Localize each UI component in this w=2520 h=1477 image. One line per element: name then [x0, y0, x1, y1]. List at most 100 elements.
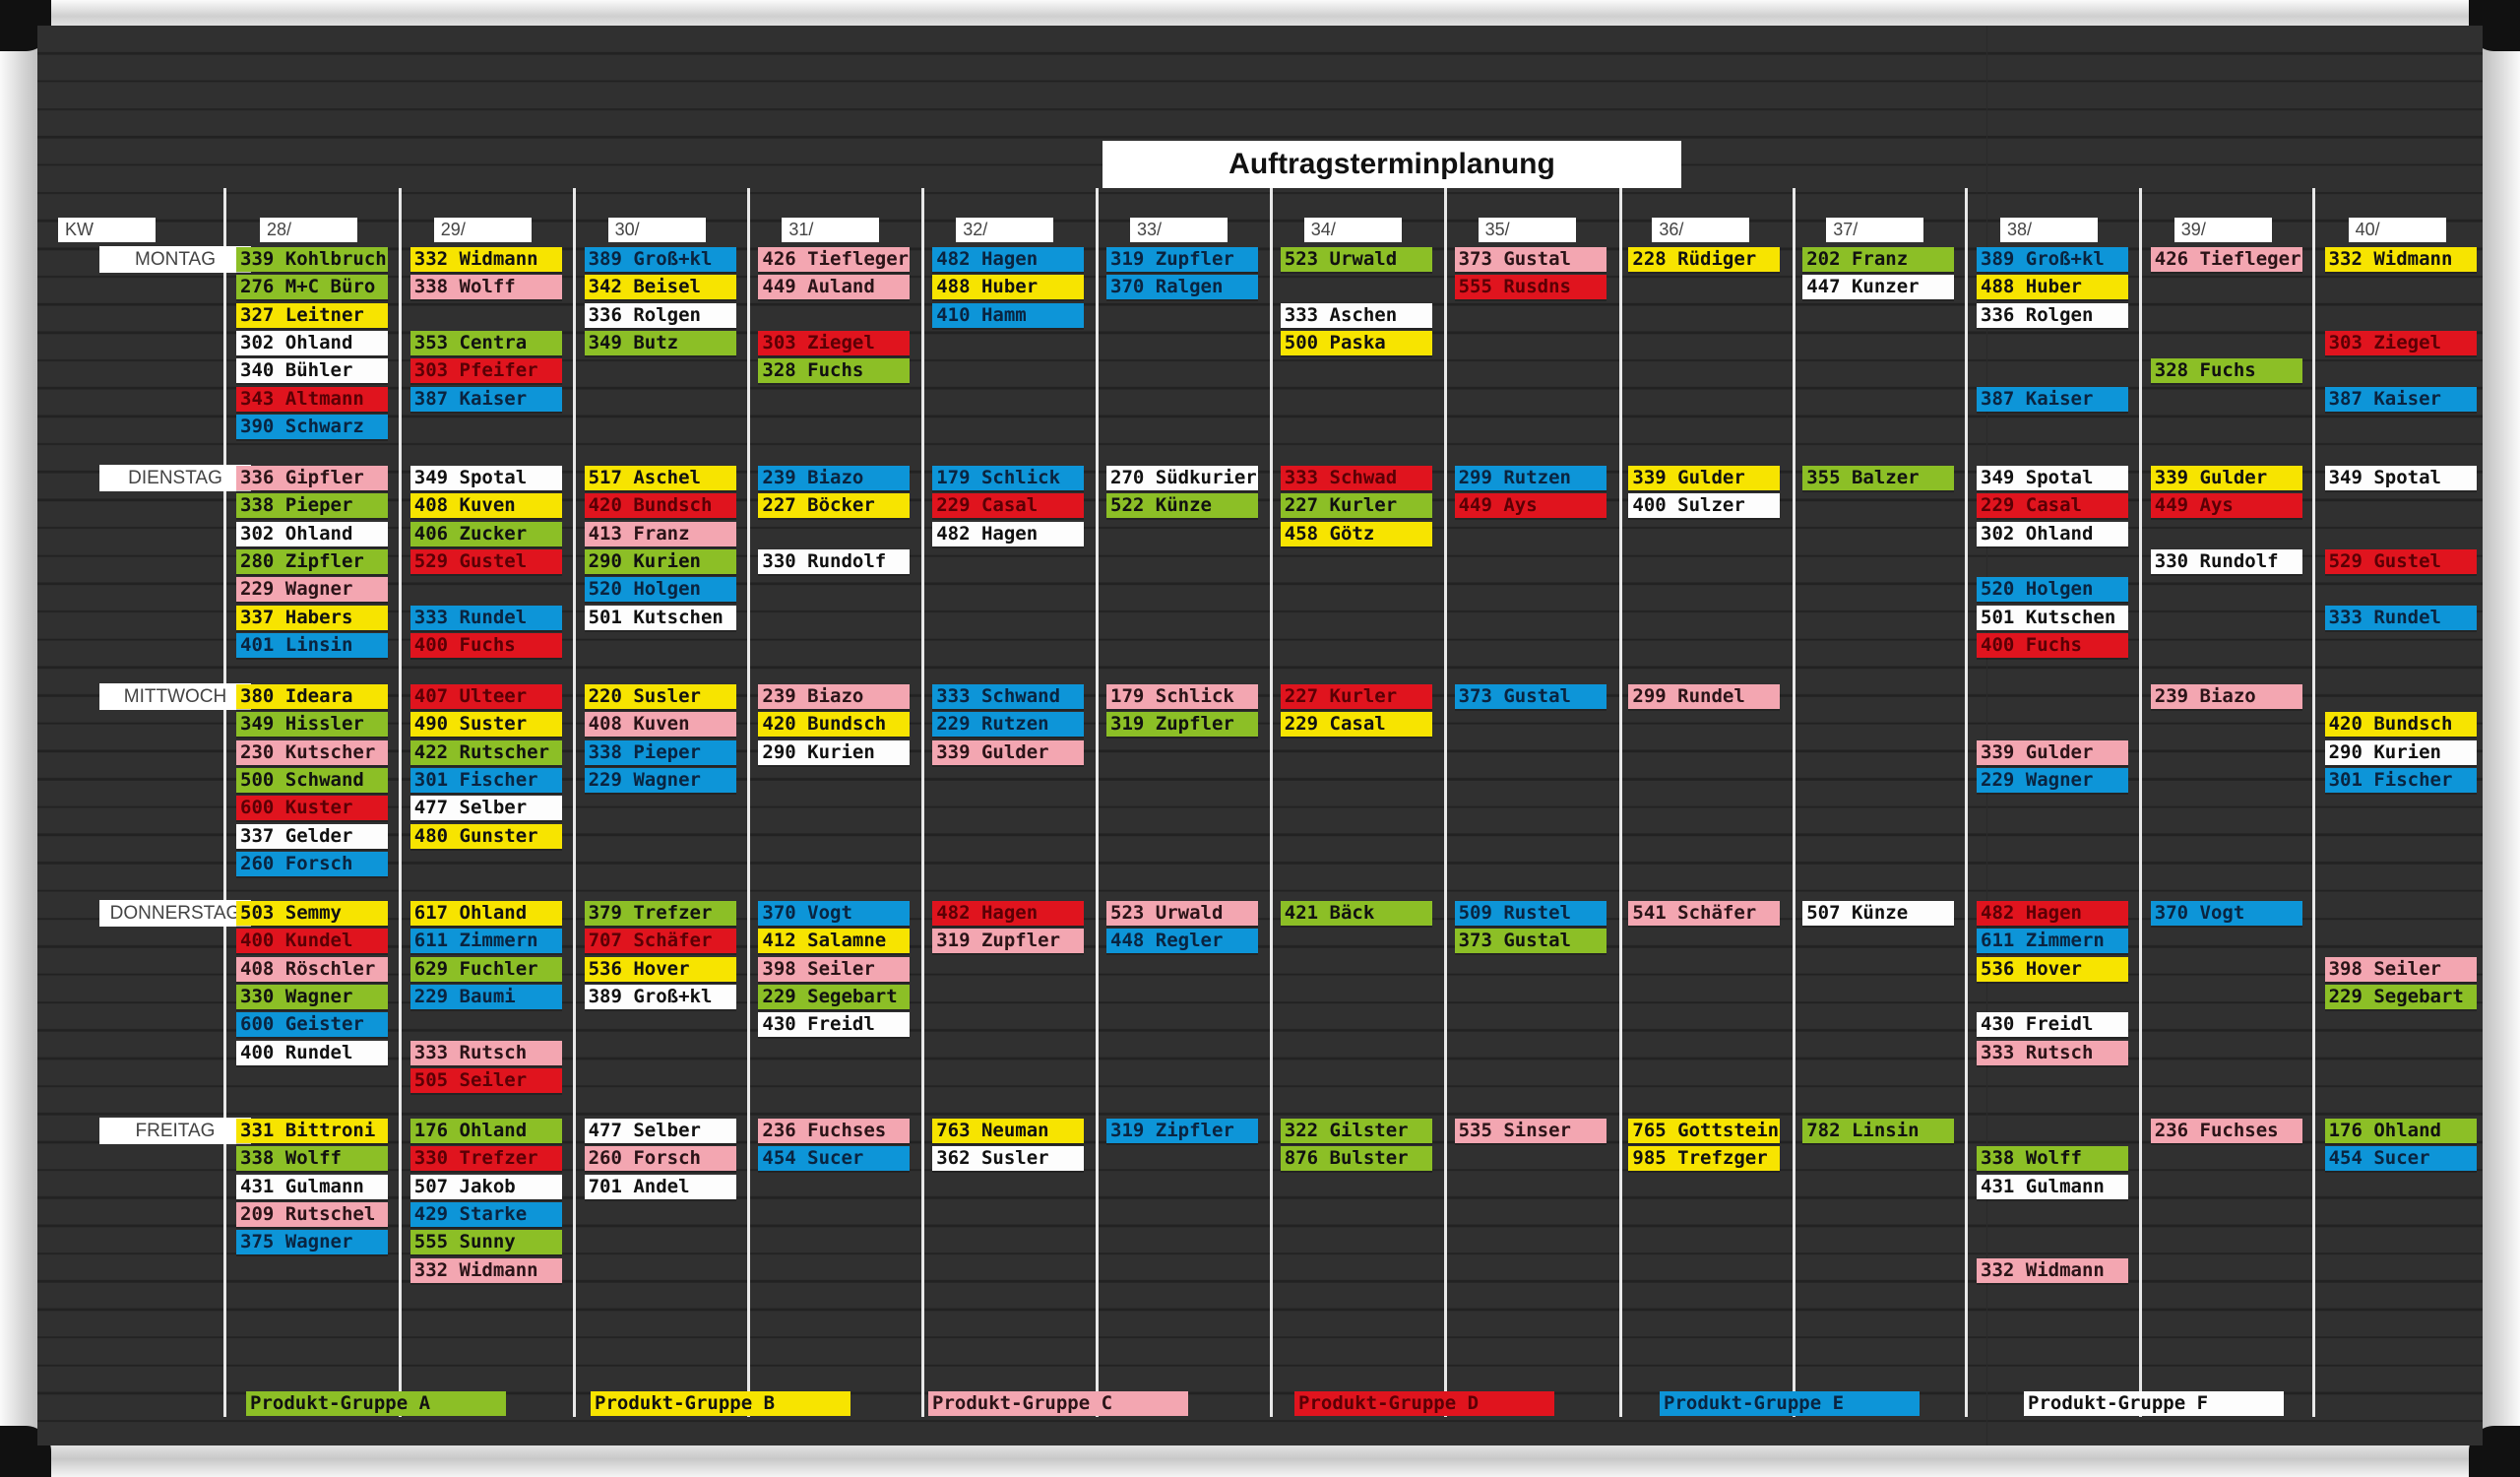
order-card[interactable]: 503 Semmy: [236, 901, 388, 926]
order-card[interactable]: 338 Wolff: [1977, 1146, 2128, 1172]
order-card[interactable]: 353 Centra: [410, 331, 562, 356]
order-card[interactable]: 373 Gustal: [1454, 684, 1606, 709]
order-card[interactable]: 330 Rundolf: [758, 549, 911, 575]
order-card[interactable]: 413 Franz: [584, 521, 736, 546]
order-card[interactable]: 505 Seiler: [410, 1068, 562, 1094]
order-card[interactable]: 430 Freidl: [758, 1012, 911, 1038]
order-card[interactable]: 420 Bundsch: [2324, 712, 2477, 738]
order-card[interactable]: 319 Zipfler: [1106, 1119, 1258, 1143]
order-card[interactable]: 338 Pieper: [584, 739, 736, 765]
order-card[interactable]: 389 Groß+kl: [584, 985, 736, 1010]
order-card[interactable]: 301 Fischer: [2324, 768, 2477, 794]
order-card[interactable]: 390 Schwarz: [236, 415, 388, 440]
order-card[interactable]: 339 Kohlbruch: [236, 247, 388, 272]
order-card[interactable]: 338 Wolff: [236, 1146, 388, 1172]
order-card[interactable]: 389 Groß+kl: [1977, 247, 2128, 272]
order-card[interactable]: 985 Trefzger: [1628, 1146, 1781, 1172]
order-card[interactable]: 517 Aschel: [584, 466, 736, 490]
order-card[interactable]: 400 Fuchs: [410, 633, 562, 659]
order-card[interactable]: 501 Kutschen: [584, 605, 736, 630]
order-card[interactable]: 482 Hagen: [932, 247, 1085, 272]
order-card[interactable]: 431 Gulmann: [1977, 1174, 2128, 1199]
order-card[interactable]: 387 Kaiser: [1977, 386, 2128, 412]
order-card[interactable]: 523 Urwald: [1106, 901, 1258, 926]
order-card[interactable]: 236 Fuchses: [2150, 1119, 2302, 1143]
order-card[interactable]: 229 Wagner: [236, 577, 388, 603]
order-card[interactable]: 337 Habers: [236, 605, 388, 630]
order-card[interactable]: 426 Tiefleger: [2150, 247, 2302, 272]
order-card[interactable]: 338 Wolff: [410, 275, 562, 300]
order-card[interactable]: 482 Hagen: [1977, 901, 2128, 926]
order-card[interactable]: 617 Ohland: [410, 901, 562, 926]
order-card[interactable]: 302 Ohland: [1977, 521, 2128, 546]
order-card[interactable]: 319 Zupfler: [1106, 712, 1258, 738]
order-card[interactable]: 410 Hamm: [932, 302, 1085, 328]
order-card[interactable]: 629 Fuchler: [410, 956, 562, 982]
order-card[interactable]: 458 Götz: [1280, 521, 1432, 546]
order-card[interactable]: 420 Bundsch: [584, 493, 736, 519]
order-card[interactable]: 260 Forsch: [584, 1146, 736, 1172]
order-card[interactable]: 454 Sucer: [2324, 1146, 2477, 1172]
order-card[interactable]: 333 Rundel: [2324, 605, 2477, 630]
order-card[interactable]: 179 Schlick: [1106, 684, 1258, 709]
order-card[interactable]: 431 Gulmann: [236, 1174, 388, 1199]
order-card[interactable]: 330 Wagner: [236, 985, 388, 1010]
order-card[interactable]: 209 Rutschel: [236, 1202, 388, 1228]
order-card[interactable]: 520 Holgen: [584, 577, 736, 603]
order-card[interactable]: 430 Freidl: [1977, 1012, 2128, 1038]
order-card[interactable]: 500 Schwand: [236, 768, 388, 794]
order-card[interactable]: 303 Ziegel: [2324, 331, 2477, 356]
order-card[interactable]: 236 Fuchses: [758, 1119, 911, 1143]
order-card[interactable]: 229 Casal: [1977, 493, 2128, 519]
order-card[interactable]: 454 Sucer: [758, 1146, 911, 1172]
order-card[interactable]: 398 Seiler: [2324, 956, 2477, 982]
order-card[interactable]: 429 Starke: [410, 1202, 562, 1228]
order-card[interactable]: 302 Ohland: [236, 521, 388, 546]
order-card[interactable]: 330 Trefzer: [410, 1146, 562, 1172]
order-card[interactable]: 303 Pfeifer: [410, 358, 562, 384]
order-card[interactable]: 447 Kunzer: [1802, 275, 1955, 300]
order-card[interactable]: 611 Zimmern: [1977, 929, 2128, 954]
order-card[interactable]: 373 Gustal: [1454, 929, 1606, 954]
order-card[interactable]: 349 Spotal: [2324, 466, 2477, 490]
order-card[interactable]: 319 Zupfler: [1106, 247, 1258, 272]
order-card[interactable]: 477 Selber: [584, 1119, 736, 1143]
order-card[interactable]: 876 Bulster: [1280, 1146, 1432, 1172]
order-card[interactable]: 400 Kundel: [236, 929, 388, 954]
order-card[interactable]: 328 Fuchs: [2150, 358, 2302, 384]
order-card[interactable]: 400 Fuchs: [1977, 633, 2128, 659]
order-card[interactable]: 239 Biazo: [758, 684, 911, 709]
order-card[interactable]: 389 Groß+kl: [584, 247, 736, 272]
order-card[interactable]: 302 Ohland: [236, 331, 388, 356]
order-card[interactable]: 422 Rutscher: [410, 739, 562, 765]
order-card[interactable]: 349 Butz: [584, 331, 736, 356]
order-card[interactable]: 229 Rutzen: [932, 712, 1085, 738]
order-card[interactable]: 412 Salamne: [758, 929, 911, 954]
order-card[interactable]: 331 Bittroni: [236, 1119, 388, 1143]
order-card[interactable]: 480 Gunster: [410, 823, 562, 849]
order-card[interactable]: 332 Widmann: [1977, 1257, 2128, 1283]
order-card[interactable]: 303 Ziegel: [758, 331, 911, 356]
order-card[interactable]: 339 Gulder: [2150, 466, 2302, 490]
order-card[interactable]: 449 Ays: [2150, 493, 2302, 519]
order-card[interactable]: 763 Neuman: [932, 1119, 1085, 1143]
order-card[interactable]: 239 Biazo: [758, 466, 911, 490]
order-card[interactable]: 299 Rundel: [1628, 684, 1781, 709]
order-card[interactable]: 176 Ohland: [2324, 1119, 2477, 1143]
order-card[interactable]: 477 Selber: [410, 796, 562, 821]
order-card[interactable]: 449 Ays: [1454, 493, 1606, 519]
order-card[interactable]: 535 Sinser: [1454, 1119, 1606, 1143]
order-card[interactable]: 400 Rundel: [236, 1040, 388, 1065]
order-card[interactable]: 408 Kuven: [584, 712, 736, 738]
order-card[interactable]: 536 Hover: [584, 956, 736, 982]
order-card[interactable]: 408 Kuven: [410, 493, 562, 519]
order-card[interactable]: 707 Schäfer: [584, 929, 736, 954]
order-card[interactable]: 337 Gelder: [236, 823, 388, 849]
order-card[interactable]: 375 Wagner: [236, 1230, 388, 1255]
order-card[interactable]: 229 Casal: [1280, 712, 1432, 738]
order-card[interactable]: 600 Geister: [236, 1012, 388, 1038]
order-card[interactable]: 555 Rusdns: [1454, 275, 1606, 300]
order-card[interactable]: 488 Huber: [932, 275, 1085, 300]
order-card[interactable]: 507 Künze: [1802, 901, 1955, 926]
order-card[interactable]: 555 Sunny: [410, 1230, 562, 1255]
